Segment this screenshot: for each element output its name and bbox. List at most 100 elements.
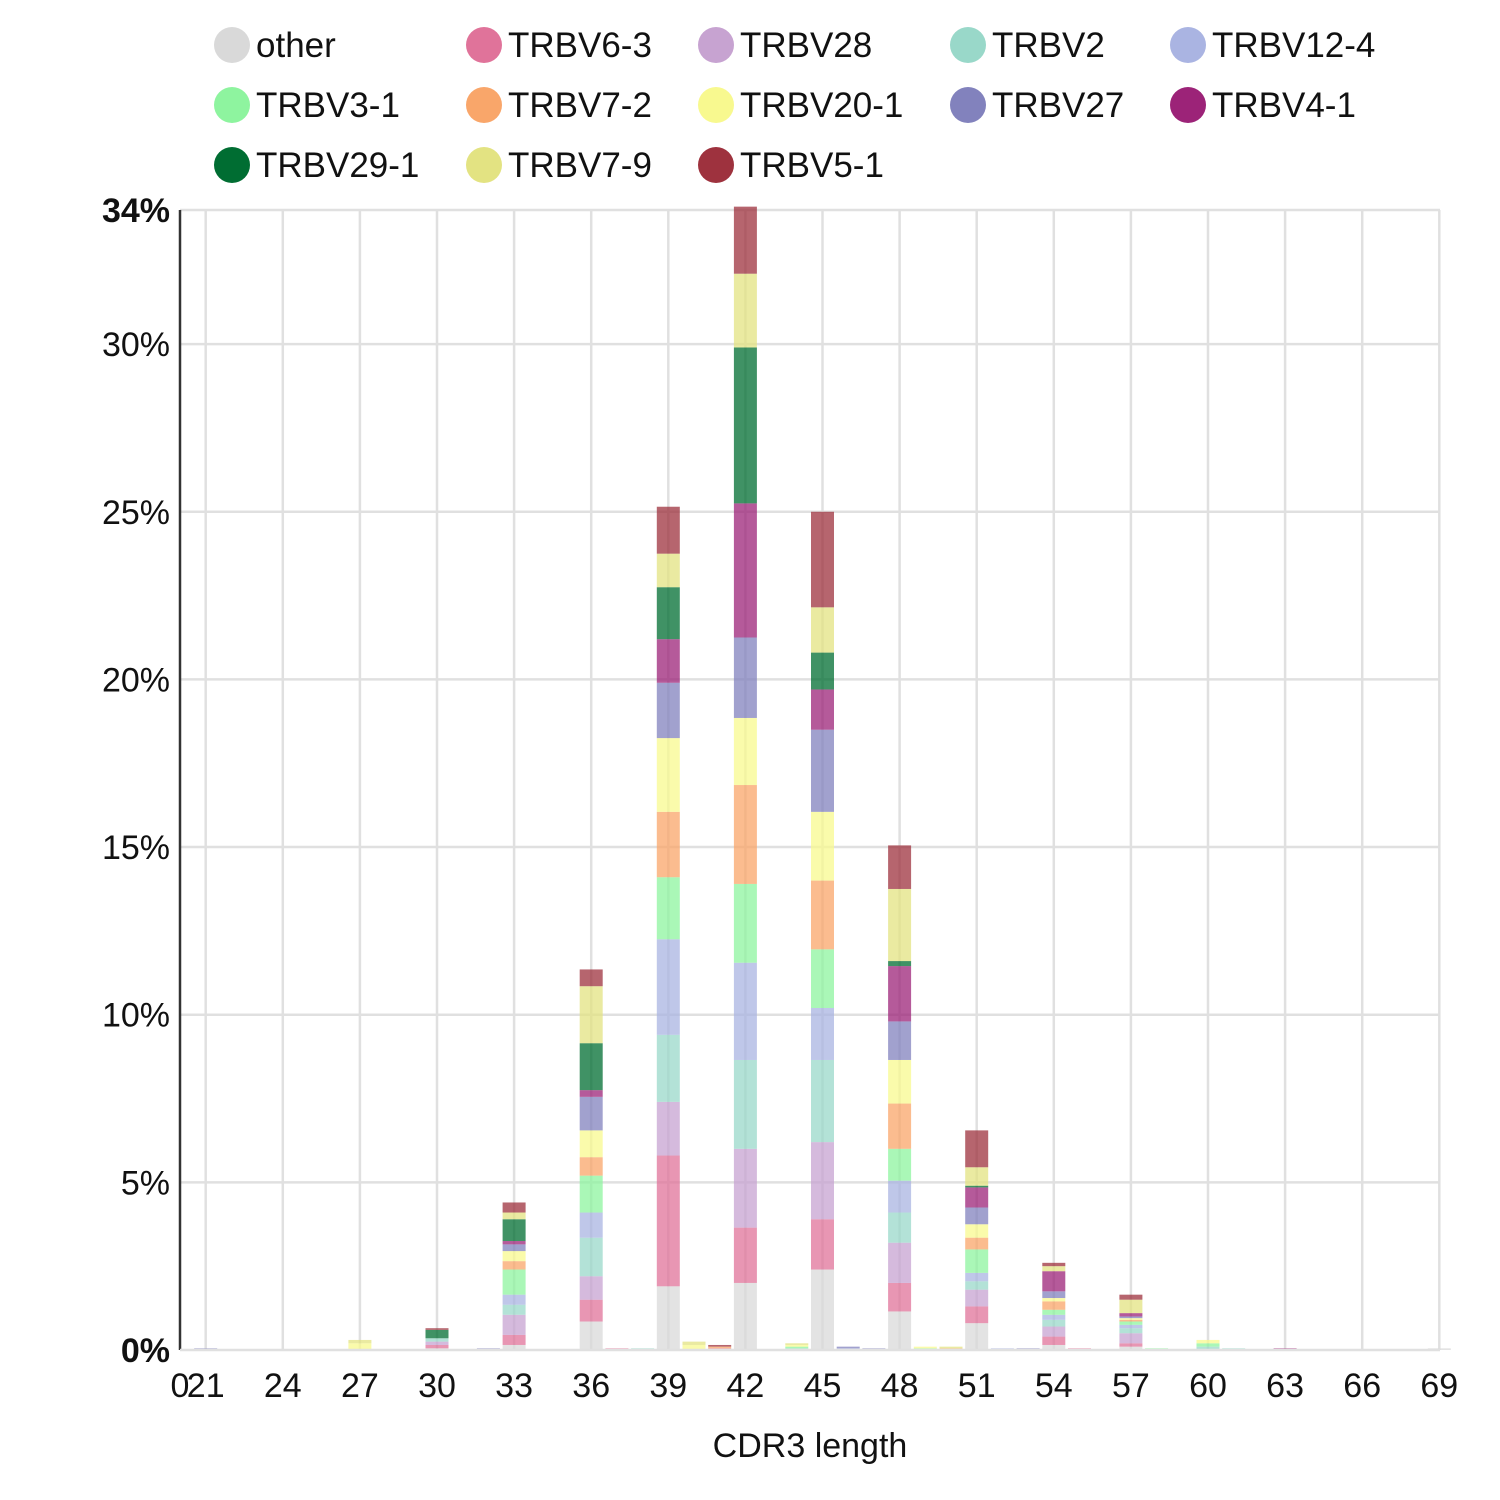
bar-segment [888,1242,912,1283]
bar-stack [1042,1262,1066,1350]
bar-segment [811,689,834,730]
bar-segment [733,637,757,718]
bar-segment [579,1299,603,1322]
bar-segment [888,1212,912,1243]
bar-segment [425,1341,449,1345]
legend-label: TRBV5-1 [740,146,884,185]
legend-label: TRBV27 [992,86,1124,125]
bar-segment [733,962,757,1060]
bar-segment [1042,1291,1066,1299]
legend-item[interactable]: TRBV5-1 [698,146,884,185]
legend-item[interactable]: TRBV29-1 [214,146,419,185]
bar-segment [785,1344,809,1347]
x-tick-labels: 021 24 27 30 33 36 39 42 45 48 51 54 57 60 63 66 69 [171,1367,1459,1405]
legend-label: TRBV3-1 [256,86,400,125]
bar-segment [811,729,834,812]
bar-segment [425,1338,449,1342]
bar-segment [656,506,680,554]
bar-stack [682,1341,706,1350]
legend-item[interactable]: TRBV6-3 [466,26,652,65]
legend-item[interactable]: TRBV20-1 [698,86,903,125]
bar-segment [888,1311,912,1350]
bar-segment [888,1180,912,1213]
legend-swatch [214,87,250,123]
bar-segment [811,1269,834,1350]
bar-segment [733,1148,757,1228]
legend-item[interactable]: TRBV12-4 [1170,26,1375,65]
bar-segment [425,1344,449,1349]
legend-item[interactable]: TRBV4-1 [1170,86,1356,125]
legend-swatch [214,147,250,183]
bar-segment [888,1148,912,1181]
bar-segment [502,1304,526,1315]
bar-segment [579,1175,603,1213]
bar-segment [1042,1298,1066,1302]
bar-stack [733,206,757,1350]
legend-label: TRBV12-4 [1212,26,1375,65]
bar-segment [1119,1299,1143,1314]
bar-segment [733,1282,757,1350]
x-tick-label: 39 [649,1367,687,1405]
legend-item[interactable]: TRBV27 [950,86,1124,125]
bar-segment [1119,1343,1143,1347]
bar-segment [502,1294,526,1305]
x-tick-label: 66 [1343,1367,1381,1405]
bar-segment [656,587,680,640]
bar-segment [656,682,680,739]
bar-segment [785,1346,809,1349]
x-tick-label: 60 [1189,1367,1227,1405]
bar-segment [656,877,680,940]
legend-label: TRBV7-2 [508,86,652,125]
bar-segment [888,1059,912,1104]
bar-segment [965,1237,989,1250]
bar-segment [348,1343,372,1350]
legend-item[interactable]: other [214,26,336,65]
bar-segment [1042,1266,1066,1272]
legend-item[interactable]: TRBV7-9 [466,146,652,185]
x-tick-label: 33 [495,1367,533,1405]
legend-label: TRBV28 [740,26,872,65]
y-tick-label: 0% [121,1332,170,1370]
bar-stack [656,506,680,1350]
bar-segment [502,1251,526,1262]
bar-segment [1119,1316,1143,1319]
bar-stack [811,511,834,1350]
bar-segment [502,1269,526,1295]
y-tick-label: 10% [102,997,170,1035]
bar-segment [656,1155,680,1287]
axes [178,210,1440,1352]
bar-segment [939,1346,963,1349]
legend-item[interactable]: TRBV28 [698,26,872,65]
bar-segment [656,1034,680,1102]
legend-swatch [214,27,250,63]
bar-segment [1119,1333,1143,1344]
bar-segment [1119,1328,1143,1334]
bar-segment [682,1344,706,1350]
legend-swatch [698,27,734,63]
x-tick-label: 0 [171,1367,190,1405]
bar-segment [965,1207,989,1225]
bar-segment [811,1059,834,1143]
legend: other TRBV6-3 TRBV28 TRBV2 TRBV12-4 TRBV3-1 TR… [214,26,1375,185]
bar-segment [733,1227,757,1283]
bar-segment [579,1096,603,1131]
bar-segment [502,1219,526,1242]
bar-segment [656,1101,680,1156]
bar-segment [965,1272,989,1282]
bar-segment [811,607,834,653]
bar-segment [811,1219,834,1270]
legend-item[interactable]: TRBV2 [950,26,1105,65]
bar-segment [965,1306,989,1324]
bar-segment [1119,1294,1143,1300]
bar-segment [425,1329,449,1339]
legend-item[interactable]: TRBV3-1 [214,86,400,125]
bar-segment [811,811,834,881]
bar-segment [1196,1339,1220,1344]
x-tick-label: 27 [341,1367,379,1405]
legend-item[interactable]: TRBV7-2 [466,86,652,125]
bar-segment [965,1289,989,1307]
bar-segment [656,1286,680,1350]
bars [194,206,1451,1350]
bar-segment [811,880,834,950]
bar-segment [579,986,603,1044]
